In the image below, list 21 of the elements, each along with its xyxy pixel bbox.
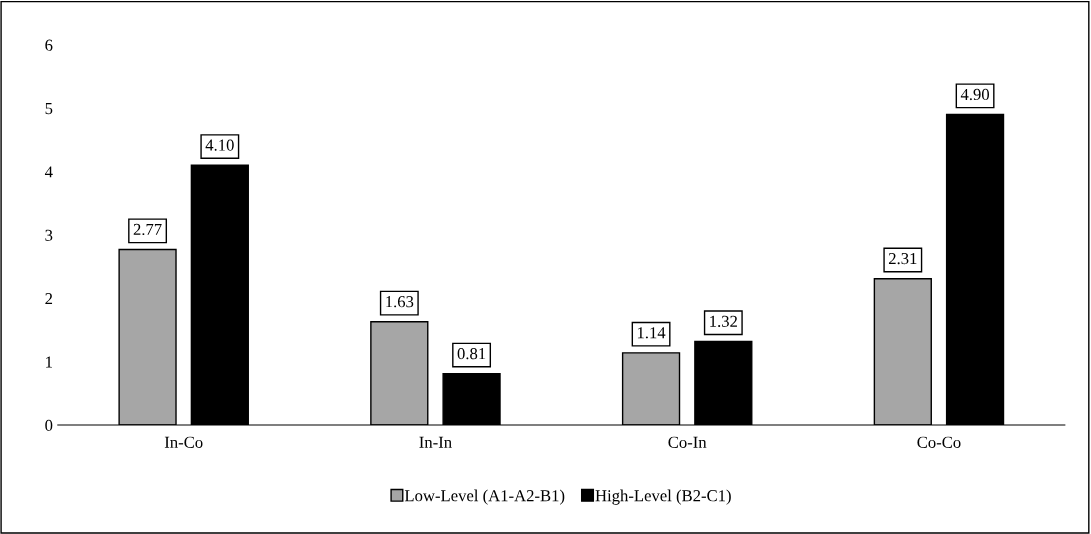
y-tick-label: 3	[45, 229, 53, 241]
text: 4.10	[205, 139, 234, 151]
text: 1.32	[710, 315, 737, 327]
y-tick-label: 0	[45, 419, 53, 432]
y-tick-label: 2	[45, 293, 53, 305]
legend-label: High-Level (B2-C1)	[595, 489, 731, 505]
legend-label: Low-Level (A1-A2-B1)	[404, 489, 565, 505]
y-tick-label: 6	[45, 39, 53, 51]
text: 1.14	[637, 327, 666, 339]
text: 2.77	[133, 223, 162, 236]
y-tick-label: 4	[44, 166, 53, 178]
text: 2.31	[888, 252, 917, 265]
x-tick-label: Co-In	[668, 436, 707, 448]
text: 1.63	[386, 296, 414, 308]
y-tick-label: 5	[45, 103, 53, 115]
x-tick-label: In-In	[419, 436, 452, 448]
y-tick-label: 1	[46, 356, 52, 368]
text: 4.90	[960, 88, 990, 101]
x-tick-label: Co-Co	[917, 436, 961, 448]
text: 0.81	[457, 347, 486, 360]
x-tick-label: In-Co	[164, 436, 203, 448]
